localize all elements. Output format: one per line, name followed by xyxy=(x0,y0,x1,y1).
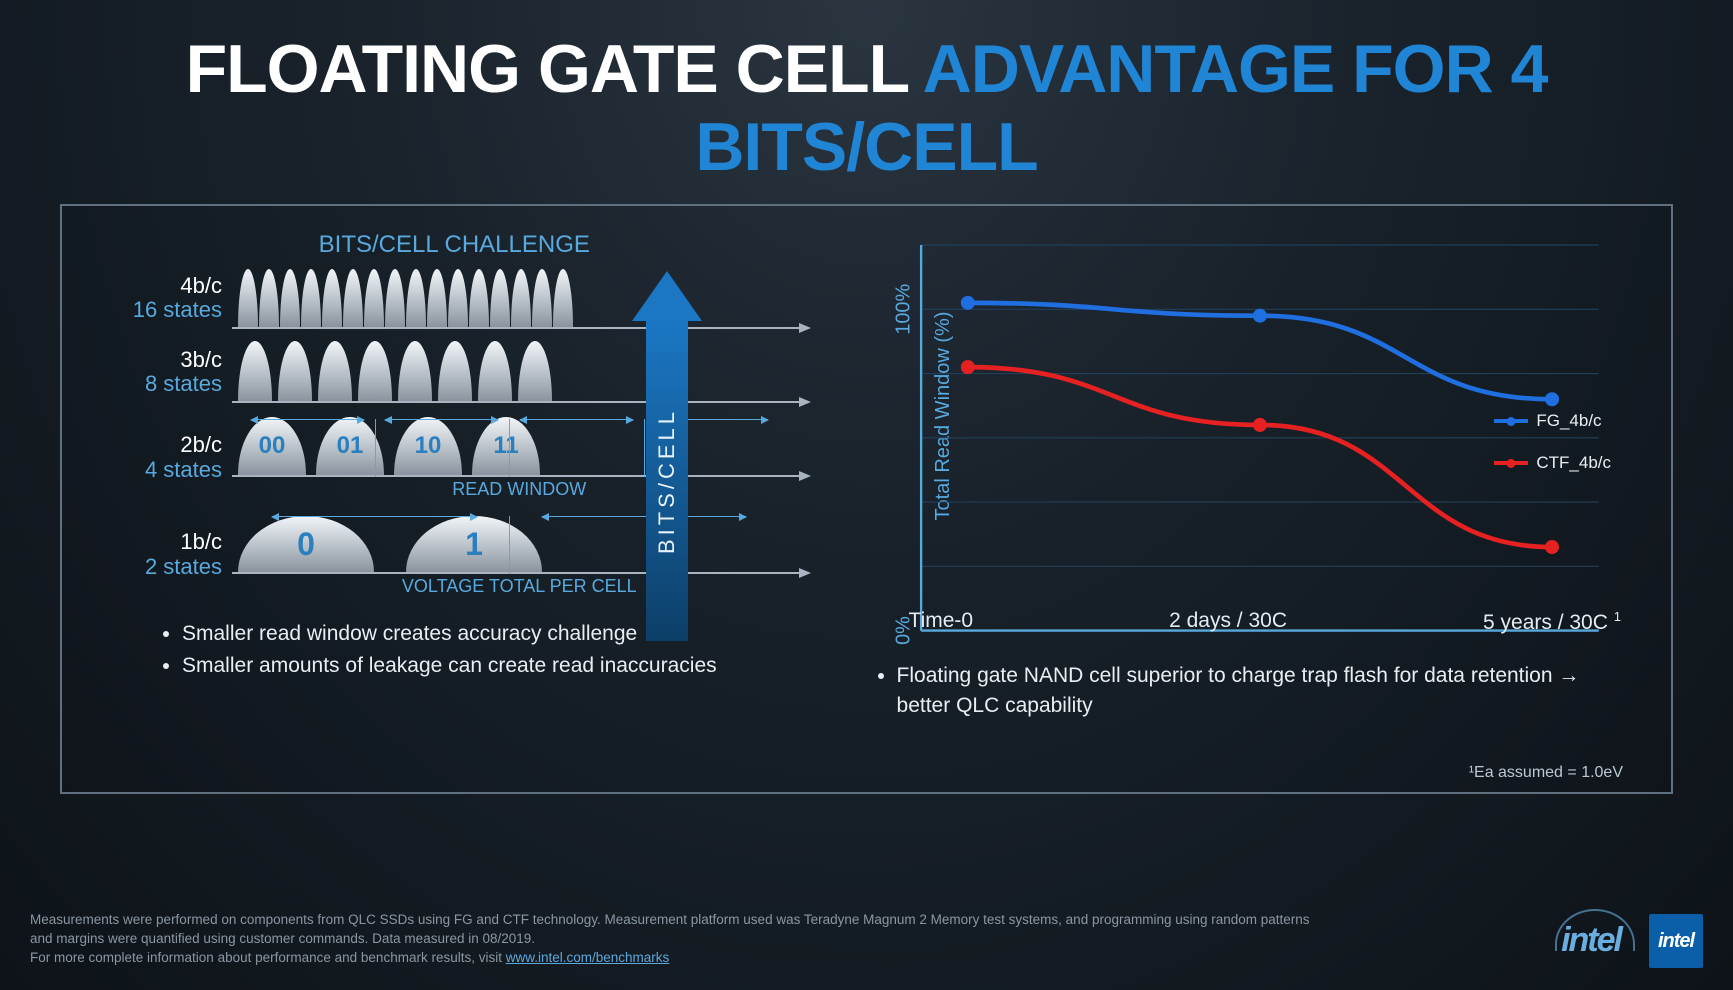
bits-rows: 4b/c 16 states 3b/c 8 states xyxy=(112,267,807,597)
state-peak xyxy=(238,341,272,401)
title-part-1: FLOATING GATE CELL xyxy=(186,31,910,107)
row-3bc: 3b/c 8 states xyxy=(112,341,807,403)
state-peak xyxy=(553,269,573,327)
voltage-caption: VOLTAGE TOTAL PER CELL xyxy=(232,576,807,597)
peaks-2bc: 00011011 xyxy=(232,415,807,477)
state-peak xyxy=(478,341,512,401)
content-box: BITS/CELL CHALLENGE 4b/c 16 states 3b/c xyxy=(60,204,1673,794)
slide: FLOATING GATE CELL ADVANTAGE FOR 4 BITS/… xyxy=(0,0,1733,990)
row-bc: 3b/c xyxy=(112,348,222,372)
state-peak xyxy=(427,269,447,327)
footer-logos: intel intel xyxy=(1561,914,1703,968)
row-bc: 4b/c xyxy=(112,274,222,298)
row-bc: 2b/c xyxy=(112,433,222,457)
state-peak xyxy=(438,341,472,401)
legend-swatch-icon xyxy=(1494,461,1528,465)
row-label: 2b/c 4 states xyxy=(112,433,222,481)
row-states: 8 states xyxy=(112,372,222,396)
state-peak xyxy=(343,269,363,327)
left-panel: BITS/CELL CHALLENGE 4b/c 16 states 3b/c xyxy=(102,231,807,772)
bullet-item: Smaller read window creates accuracy cha… xyxy=(182,619,807,649)
state-peak xyxy=(259,269,279,327)
state-peak xyxy=(238,269,258,327)
bullet-item: Floating gate NAND cell superior to char… xyxy=(897,661,1631,722)
state-peak xyxy=(385,269,405,327)
state-peak xyxy=(511,269,531,327)
state-peak xyxy=(318,341,352,401)
row-states: 16 states xyxy=(112,298,222,322)
footer-line-1: Measurements were performed on component… xyxy=(30,911,1330,949)
state-peak: 01 xyxy=(316,417,384,475)
x-ticks: Time-0 2 days / 30C 5 years / 30C 1 xyxy=(909,609,1621,635)
row-bc: 1b/c xyxy=(112,530,222,554)
legend-swatch-icon xyxy=(1494,419,1528,423)
row-1bc: 1b/c 2 states 01 VOLTAGE TOTAL PER CELL xyxy=(112,512,807,597)
state-peak xyxy=(490,269,510,327)
legend-label: FG_4b/c xyxy=(1536,411,1601,431)
legend-item-fg: FG_4b/c xyxy=(1494,411,1611,431)
state-peak xyxy=(280,269,300,327)
arrow-label: BITS/CELL xyxy=(654,408,680,554)
bullet-item: Smaller amounts of leakage can create re… xyxy=(182,651,807,681)
state-peak xyxy=(364,269,384,327)
row-states: 2 states xyxy=(112,555,222,579)
arrow-head-icon xyxy=(632,271,702,321)
state-peak: 0 xyxy=(238,516,374,572)
peaks-wrap xyxy=(232,267,807,329)
peaks-wrap xyxy=(232,341,807,403)
peaks-4bc xyxy=(232,267,807,329)
row-label: 4b/c 16 states xyxy=(112,274,222,322)
peaks-wrap: 01 VOLTAGE TOTAL PER CELL xyxy=(232,512,807,597)
legend-label: CTF_4b/c xyxy=(1536,453,1611,473)
state-peak xyxy=(532,269,552,327)
x-tick: Time-0 xyxy=(909,609,974,635)
x-tick: 5 years / 30C 1 xyxy=(1483,609,1621,635)
x-tick: 2 days / 30C xyxy=(1169,609,1287,635)
slide-title: FLOATING GATE CELL ADVANTAGE FOR 4 BITS/… xyxy=(60,30,1673,186)
row-states: 4 states xyxy=(112,458,222,482)
state-peak xyxy=(448,269,468,327)
state-peak: 10 xyxy=(394,417,462,475)
chart-area: Total Read Window (%) 0%100% FG_4b/c CTF… xyxy=(837,231,1631,601)
footnote: ¹Ea assumed = 1.0eV xyxy=(1469,764,1623,782)
state-peak xyxy=(406,269,426,327)
state-peak: 00 xyxy=(238,417,306,475)
legend-item-ctf: CTF_4b/c xyxy=(1494,453,1611,473)
x-tick-sup: 1 xyxy=(1614,609,1621,624)
footer: Measurements were performed on component… xyxy=(30,911,1703,968)
arrow-shaft: BITS/CELL xyxy=(646,321,688,641)
state-peak xyxy=(398,341,432,401)
intel-logo-icon: intel xyxy=(1561,917,1631,965)
intel-square-icon: intel xyxy=(1649,914,1703,968)
footer-prefix: For more complete information about perf… xyxy=(30,950,506,965)
state-peak: 11 xyxy=(472,417,540,475)
peaks-1bc: 01 xyxy=(232,512,807,574)
benchmarks-link[interactable]: www.intel.com/benchmarks xyxy=(506,950,670,965)
state-peak xyxy=(278,341,312,401)
footer-line-2: For more complete information about perf… xyxy=(30,949,1330,968)
peaks-3bc xyxy=(232,341,807,403)
bits-per-cell-arrow: BITS/CELL xyxy=(632,271,702,641)
row-4bc: 4b/c 16 states xyxy=(112,267,807,329)
row-label: 1b/c 2 states xyxy=(112,530,222,578)
state-peak xyxy=(469,269,489,327)
x-tick-text: 5 years / 30C xyxy=(1483,611,1608,634)
read-window-caption: READ WINDOW xyxy=(232,479,807,500)
svg-text:100%: 100% xyxy=(892,284,914,335)
row-label: 3b/c 8 states xyxy=(112,348,222,396)
state-peak xyxy=(322,269,342,327)
peaks-wrap: 00011011 READ WINDOW xyxy=(232,415,807,500)
footer-text: Measurements were performed on component… xyxy=(30,911,1330,968)
legend: FG_4b/c CTF_4b/c xyxy=(1494,411,1611,495)
right-bullets: Floating gate NAND cell superior to char… xyxy=(837,661,1631,724)
row-2bc: 2b/c 4 states xyxy=(112,415,807,500)
state-peak xyxy=(301,269,321,327)
state-peak xyxy=(518,341,552,401)
challenge-title: BITS/CELL CHALLENGE xyxy=(102,231,807,259)
right-panel: Total Read Window (%) 0%100% FG_4b/c CTF… xyxy=(837,231,1631,772)
state-peak xyxy=(358,341,392,401)
state-peak: 1 xyxy=(406,516,542,572)
